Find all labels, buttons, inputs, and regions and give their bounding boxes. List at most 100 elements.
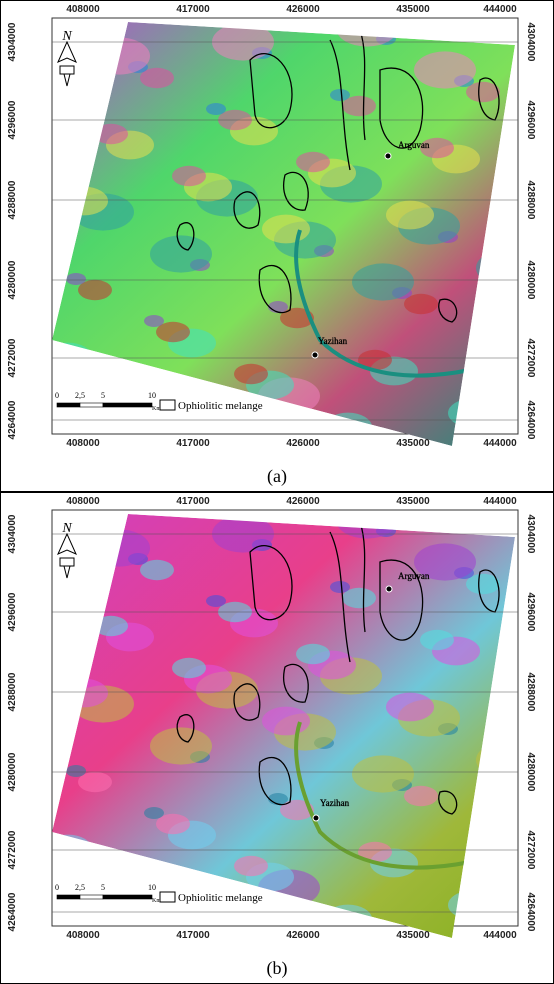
y-label-right: 4280000	[525, 261, 536, 300]
legend-label: Ophiolitic melange	[178, 400, 263, 412]
x-label-bottom: 417000	[176, 438, 210, 449]
image-patch	[206, 103, 226, 115]
x-label-top: 444000	[483, 4, 517, 15]
y-label-right: 4304000	[525, 515, 536, 554]
scale-bar	[80, 403, 103, 407]
scale-label: 0	[55, 391, 59, 400]
image-patch	[420, 630, 454, 650]
place-marker	[312, 352, 318, 358]
image-patch	[296, 152, 330, 172]
scale-label: 5	[101, 883, 105, 892]
figure: 408000 408000 417000 417000 426000 426000 4350…	[0, 0, 554, 984]
x-label-bottom: 435000	[396, 930, 430, 941]
y-label-right: 4272000	[525, 339, 536, 378]
x-label-top: 417000	[176, 4, 210, 15]
panel-caption: (a)	[267, 466, 287, 487]
scale-label: 10	[148, 883, 156, 892]
scale-bar	[103, 895, 152, 899]
y-label-right: 4288000	[525, 673, 536, 712]
image-patch	[268, 793, 288, 805]
y-label-right: 4296000	[525, 593, 536, 632]
y-label-left: 4280000	[7, 260, 18, 299]
place-label: Arguvan	[398, 140, 430, 150]
y-label-left: 4280000	[7, 752, 18, 791]
x-label-bottom: 444000	[483, 438, 517, 449]
image-patch	[150, 727, 212, 764]
x-label-top: 435000	[396, 496, 430, 507]
place-label: Arguvan	[398, 571, 430, 581]
image-patch	[234, 856, 268, 876]
image-patch	[206, 595, 226, 607]
y-label-right: 4264000	[525, 401, 536, 440]
legend-swatch	[160, 400, 175, 410]
image-patch	[414, 51, 476, 88]
y-label-left: 4296000	[7, 592, 18, 631]
scale-bar	[57, 895, 80, 899]
image-patch	[262, 707, 310, 736]
x-label-top: 417000	[176, 496, 210, 507]
image-patch	[262, 215, 310, 244]
image-patch	[386, 201, 434, 230]
scale-label: 2,5	[75, 391, 85, 400]
scale-bar	[103, 403, 152, 407]
x-label-top: 435000	[396, 4, 430, 15]
x-label-top: 408000	[66, 4, 100, 15]
scale-label: 2,5	[75, 883, 85, 892]
place-label: Yazihan	[320, 798, 350, 808]
image-patch	[144, 315, 164, 327]
x-label-bottom: 408000	[66, 930, 100, 941]
map-panel: 408000 408000 417000 417000 426000 426000 4350…	[1, 1, 554, 492]
image-patch	[144, 807, 164, 819]
y-label-left: 4304000	[7, 22, 18, 61]
y-label-left: 4288000	[7, 672, 18, 711]
scale-bar	[57, 403, 80, 407]
y-label-left: 4264000	[7, 400, 18, 439]
scale-label: 5	[101, 391, 105, 400]
place-marker	[385, 153, 391, 159]
image-patch	[234, 364, 268, 384]
panel-caption: (b)	[267, 958, 288, 979]
y-label-right: 4264000	[525, 893, 536, 932]
x-label-top: 408000	[66, 496, 100, 507]
y-label-right: 4304000	[525, 23, 536, 62]
y-label-right: 4288000	[525, 181, 536, 220]
y-label-left: 4264000	[7, 892, 18, 931]
scale-bar	[80, 895, 103, 899]
x-label-top: 426000	[286, 4, 320, 15]
image-patch	[330, 89, 350, 101]
image-patch	[352, 755, 414, 792]
legend-swatch	[160, 892, 175, 902]
image-patch	[330, 581, 350, 593]
image-patch	[66, 273, 86, 285]
scale-label: 10	[148, 391, 156, 400]
image-patch	[66, 765, 86, 777]
image-patch	[296, 644, 330, 664]
y-label-left: 4288000	[7, 180, 18, 219]
image-patch	[172, 658, 206, 678]
image-patch	[150, 235, 212, 272]
x-label-top: 444000	[483, 496, 517, 507]
place-label: Yazihan	[318, 336, 348, 346]
x-label-bottom: 408000	[66, 438, 100, 449]
y-label-left: 4304000	[7, 514, 18, 553]
image-patch	[352, 263, 414, 300]
y-label-left: 4272000	[7, 338, 18, 377]
image-patch	[172, 166, 206, 186]
x-label-bottom: 435000	[396, 438, 430, 449]
place-marker	[313, 815, 319, 821]
place-marker	[386, 586, 392, 592]
y-label-left: 4272000	[7, 830, 18, 869]
x-label-bottom: 426000	[286, 930, 320, 941]
y-label-left: 4296000	[7, 100, 18, 139]
scale-label: 0	[55, 883, 59, 892]
y-label-right: 4272000	[525, 831, 536, 870]
y-label-right: 4280000	[525, 753, 536, 792]
image-patch	[386, 693, 434, 722]
x-label-bottom: 417000	[176, 930, 210, 941]
x-label-top: 426000	[286, 496, 320, 507]
x-label-bottom: 426000	[286, 438, 320, 449]
map-panel: 408000 408000 417000 417000 426000 426000 4350…	[1, 493, 554, 984]
image-patch	[268, 301, 288, 313]
y-label-right: 4296000	[525, 101, 536, 140]
x-label-bottom: 444000	[483, 930, 517, 941]
